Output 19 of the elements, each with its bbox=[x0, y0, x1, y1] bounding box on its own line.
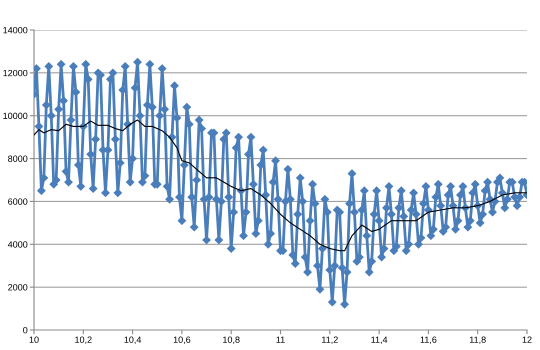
y-tick-label: 14000 bbox=[3, 26, 28, 34]
x-tick-label: 11 bbox=[276, 336, 285, 343]
x-tick-label: 10,4 bbox=[124, 336, 142, 344]
y-tick-label: 8000 bbox=[8, 156, 28, 162]
x-tick-label: 11,2 bbox=[322, 336, 338, 344]
x-tick-label: 11,4 bbox=[371, 336, 388, 344]
y-tick-label: 12000 bbox=[3, 70, 28, 76]
x-tick-label: 10,2 bbox=[75, 336, 92, 344]
y-tick-label: 2000 bbox=[8, 284, 28, 291]
y-tick-label: 0 bbox=[23, 326, 28, 334]
x-tick-label: 10,6 bbox=[174, 336, 190, 344]
x-tick-label: 10 bbox=[30, 336, 39, 343]
y-tick-label: 10000 bbox=[3, 112, 28, 120]
x-tick-label: 12 bbox=[522, 336, 532, 343]
x-tick-label: 11,8 bbox=[470, 336, 486, 344]
x-tick-label: 10,8 bbox=[223, 336, 240, 344]
y-tick-label: 6000 bbox=[8, 198, 28, 205]
x-tick-label: 11,6 bbox=[420, 336, 436, 344]
y-tick-label: 4000 bbox=[8, 241, 28, 248]
